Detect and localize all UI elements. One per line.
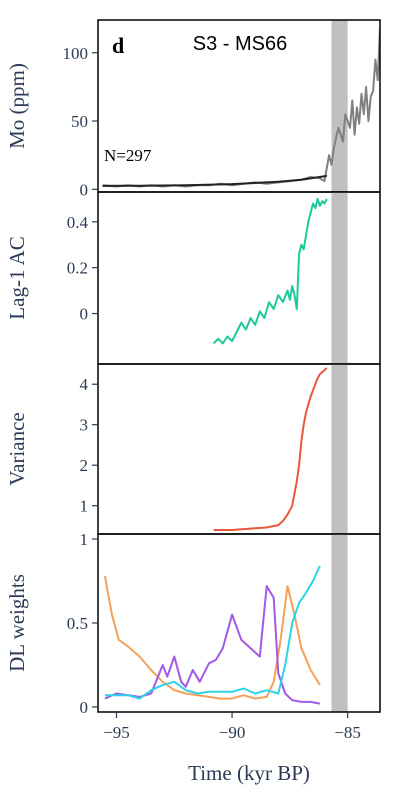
x-tick-label: −95 (103, 723, 130, 742)
y-tick-label: 1 (80, 530, 89, 549)
x-tick-label: −85 (334, 723, 361, 742)
series-line-3 (104, 565, 321, 700)
panel-title: S3 - MS66 (193, 33, 287, 55)
y-tick-label: 0.5 (67, 614, 88, 633)
panel-3: 1 2 3 4 Variance (5, 363, 381, 535)
series-line-1 (212, 197, 328, 345)
transition-band (331, 192, 348, 364)
x-tick-label: −90 (219, 723, 246, 742)
transition-band (331, 20, 348, 192)
panel-4: 0 0.5 1 DL weights −95 −90 −85 Time (kyr BP) (5, 530, 381, 785)
panel-2: 0 0.2 0.4 Lag-1 AC (5, 191, 381, 365)
y-tick-label: 1 (80, 497, 89, 516)
panel-letter: d (112, 33, 124, 58)
y-tick-label: 3 (80, 416, 89, 435)
y-axis-label: DL weights (5, 574, 29, 672)
y-tick-label: 4 (80, 375, 89, 394)
series-line-1 (102, 28, 380, 188)
y-tick-label: 0 (80, 305, 89, 324)
series-line-2 (104, 585, 321, 705)
y-tick-label: 2 (80, 456, 89, 475)
y-tick-label: 0 (80, 698, 89, 717)
y-tick-label: 100 (63, 44, 89, 63)
y-tick-label: 50 (71, 112, 88, 131)
sample-count-annotation: N=297 (104, 146, 152, 165)
series-line-1 (103, 575, 321, 700)
y-axis-label: Mo (ppm) (5, 63, 29, 149)
y-axis-label: Variance (5, 412, 29, 485)
panel-1: 0 50 100 Mo (ppm) d S3 - MS66 N=297 (5, 19, 381, 199)
transition-band (331, 534, 348, 712)
y-tick-label: 0.2 (67, 259, 88, 278)
y-axis-label: Lag-1 AC (5, 236, 29, 319)
series-line-2 (102, 174, 328, 187)
series-line-1 (213, 367, 328, 531)
x-axis-label: Time (kyr BP) (188, 761, 310, 785)
y-tick-label: 0 (80, 180, 89, 199)
y-tick-label: 0.4 (67, 213, 89, 232)
transition-band (331, 364, 348, 534)
